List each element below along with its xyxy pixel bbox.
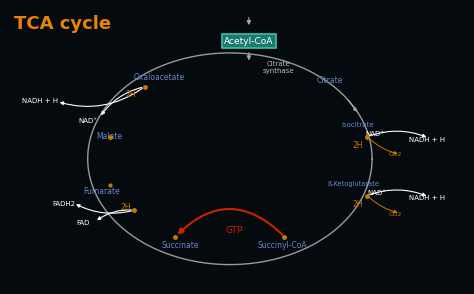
Text: CO2: CO2 [389,212,402,217]
Text: Oxaloacetate: Oxaloacetate [133,74,184,82]
Text: FAD: FAD [76,220,90,226]
Text: Fumarate: Fumarate [83,187,120,196]
Text: Citrate
synthase: Citrate synthase [263,61,294,74]
Text: Succinate: Succinate [161,241,199,250]
Text: Acetyl-CoA: Acetyl-CoA [224,37,273,46]
Text: FADH2: FADH2 [53,201,75,207]
Text: 2H: 2H [125,90,136,98]
Text: NAD⁺: NAD⁺ [367,190,386,196]
Text: Succinyl-CoA: Succinyl-CoA [257,241,307,250]
Text: CO2: CO2 [389,152,402,157]
Text: 2H: 2H [120,203,131,212]
Text: Isocitrate: Isocitrate [342,122,374,128]
Text: NADH + H: NADH + H [409,137,445,143]
Text: Citrate: Citrate [316,76,343,85]
Text: Malate: Malate [96,132,122,141]
Text: NAD⁺: NAD⁺ [365,131,384,137]
Text: TCA cycle: TCA cycle [14,15,111,33]
Text: NAD⁺: NAD⁺ [78,118,97,123]
Text: NADH + H: NADH + H [409,196,445,201]
Text: 2H: 2H [353,141,363,150]
Text: ß-Ketoglutarate: ß-Ketoglutarate [327,181,379,187]
Text: 2H: 2H [353,200,363,209]
Text: GTP: GTP [226,226,243,235]
Text: NADH + H: NADH + H [22,98,58,104]
